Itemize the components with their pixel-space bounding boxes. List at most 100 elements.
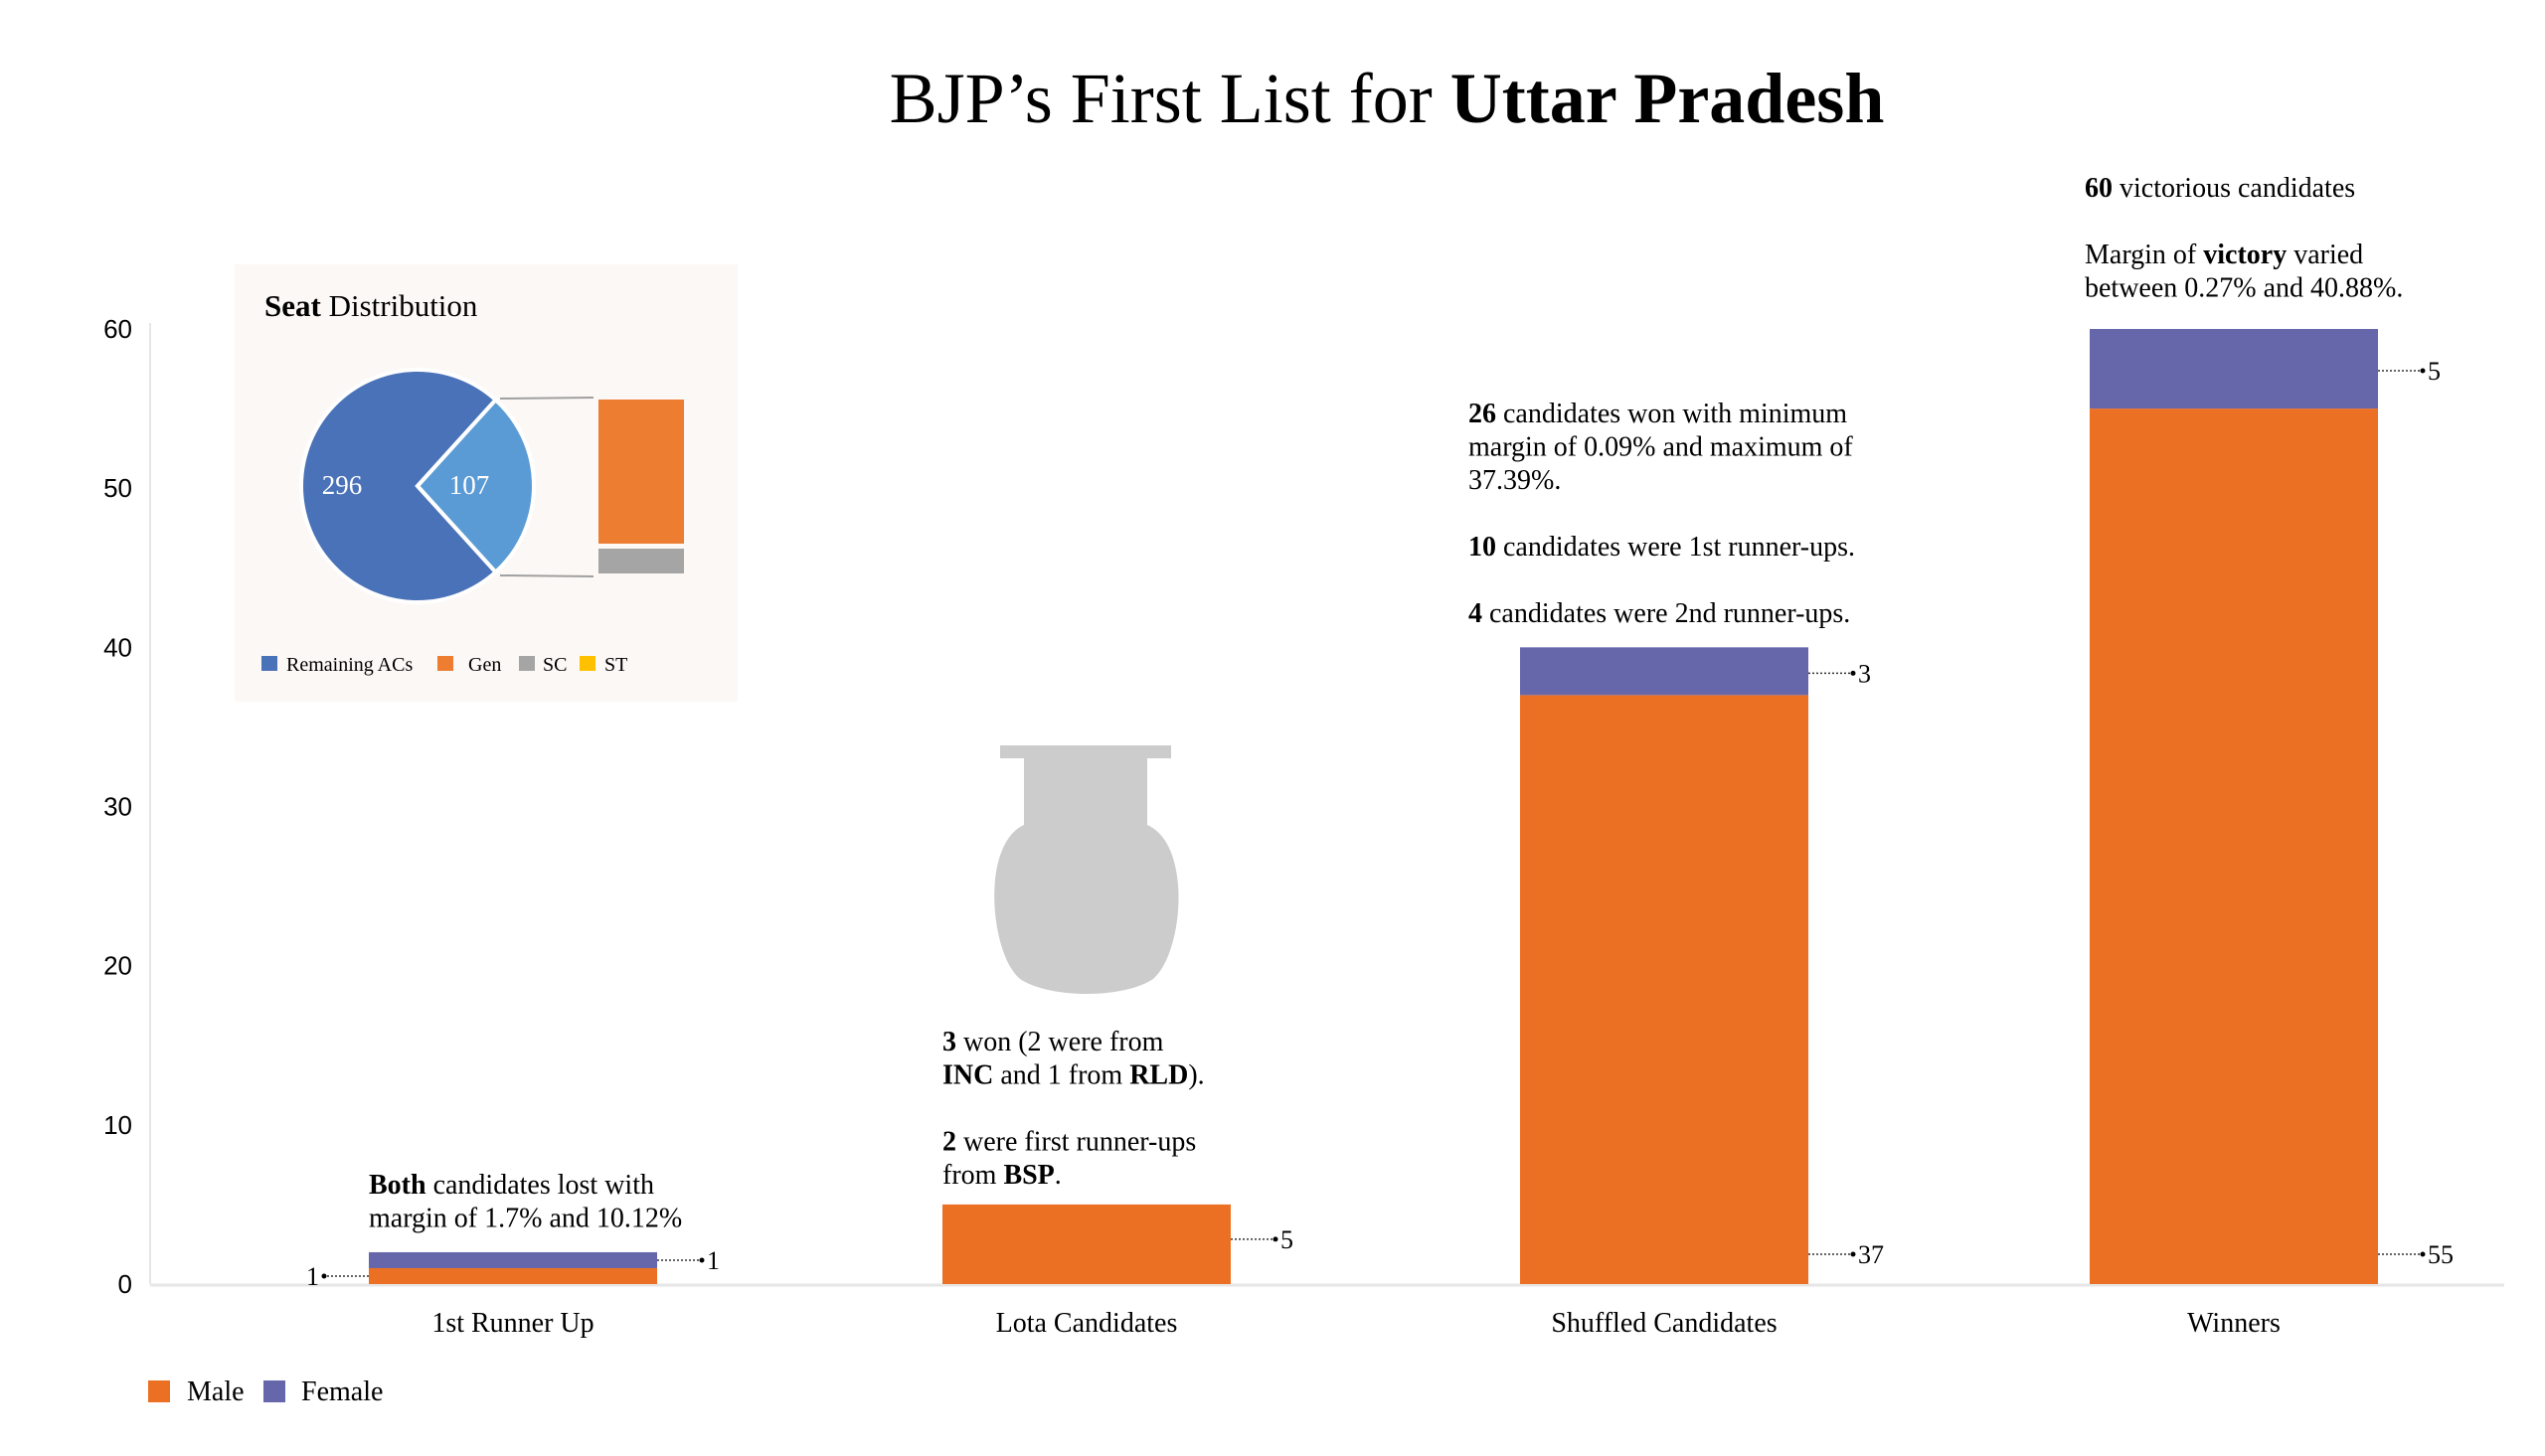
connector-top [499, 397, 594, 400]
bars [369, 329, 2378, 1284]
annotation-segment: and 1 from [993, 1060, 1129, 1091]
annotation-line: margin of 0.09% and maximum of [1468, 432, 1853, 463]
main-legend: Male Female [148, 1376, 383, 1407]
data-label: 3 [1808, 659, 1871, 688]
x-tick-label: 1st Runner Up [431, 1308, 594, 1339]
data-label: 37 [1808, 1240, 1884, 1269]
annotation-segment: won (2 were from [956, 1027, 1164, 1057]
data-label-text: 37 [1858, 1240, 1884, 1269]
annotation-line: 60 victorious candidates [2085, 173, 2355, 204]
data-label-text: 3 [1858, 659, 1871, 688]
annotation-line: 10 candidates were 1st runner-ups. [1468, 532, 1855, 563]
annotation-segment: Margin of [2085, 240, 2203, 270]
bar-male [369, 1267, 657, 1284]
annotation-segment: victory [2203, 240, 2287, 270]
annotation-segment: 3 [942, 1027, 956, 1057]
annotation-segment: 60 [2085, 173, 2113, 204]
annotation-segment: from [942, 1160, 1003, 1191]
annotation-line: between 0.27% and 40.88%. [2085, 273, 2403, 304]
bar-female [2090, 329, 2378, 409]
x-tick-labels: 1st Runner Up Lota Candidates Shuffled Can… [431, 1308, 2281, 1339]
lota-pot-icon [994, 745, 1179, 994]
data-label: 55 [2378, 1240, 2454, 1269]
bar-female [1520, 647, 1808, 696]
leader-dot [1272, 1236, 1278, 1242]
annotation-segment: INC [942, 1060, 993, 1091]
legend-swatch-female [263, 1380, 285, 1402]
bar-of-pie-gen [598, 400, 684, 544]
bar-female [369, 1251, 657, 1268]
annotation-line: 3 won (2 were from [942, 1027, 1164, 1057]
pie-slice-label: 107 [449, 470, 490, 500]
data-label-text: 5 [1280, 1225, 1293, 1254]
annotation-line: Both candidates lost with [369, 1170, 654, 1201]
bar-of-pie-sc [598, 549, 684, 573]
inset-legend-label: ST [604, 654, 627, 676]
annotation-segment: candidates were 1st runner-ups. [1496, 532, 1855, 563]
annotation-segment: ). [1188, 1060, 1204, 1091]
data-label-text: 55 [2428, 1240, 2454, 1269]
annotation-segment: Both [369, 1170, 426, 1201]
y-tick-label: 20 [103, 951, 132, 981]
y-tick-label: 40 [103, 632, 132, 662]
leader-dot [1850, 1251, 1856, 1257]
chart-title: BJP’s First List for Uttar Pradesh [890, 59, 1885, 138]
annotation-segment: 4 [1468, 598, 1482, 629]
y-tick-labels: 0 10 20 30 40 50 60 [103, 314, 132, 1299]
data-label-text: 1 [306, 1262, 319, 1291]
inset-legend: Remaining ACs Gen SC ST [261, 654, 627, 676]
pie-slice-label: 296 [322, 470, 363, 500]
leader-dot [321, 1273, 327, 1279]
annotation-line: margin of 1.7% and 10.12% [369, 1204, 682, 1234]
inset-title: Seat Distribution [264, 288, 478, 323]
inset-legend-label: SC [543, 654, 567, 676]
legend-label-female: Female [301, 1376, 383, 1407]
data-label-text: 1 [707, 1246, 720, 1275]
pie-slice [299, 368, 499, 604]
annotation-segment: candidates lost with [426, 1170, 654, 1201]
annotation-segment: 10 [1468, 532, 1496, 563]
annotation-segment: between 0.27% and 40.88%. [2085, 273, 2403, 304]
annotation-segment: RLD [1129, 1060, 1188, 1091]
data-label: 1 [657, 1246, 720, 1275]
bar-male [2090, 408, 2378, 1284]
leader-dot [2420, 368, 2426, 374]
leader-dot [699, 1257, 705, 1263]
leader-dot [1850, 670, 1856, 676]
x-tick-label: Shuffled Candidates [1551, 1308, 1777, 1339]
leader-dot [2420, 1251, 2426, 1257]
annotation-segment: candidates won with minimum [1496, 399, 1847, 429]
legend-label-male: Male [187, 1376, 245, 1407]
inset-legend-swatch [519, 656, 535, 671]
annotation-segment: 26 [1468, 399, 1496, 429]
pie-slice [415, 397, 536, 575]
data-label: 5 [1231, 1225, 1293, 1254]
annotation-line: INC and 1 from RLD). [942, 1060, 1205, 1091]
data-label-text: 5 [2428, 357, 2441, 386]
annotation: 60 victorious candidates Margin of victor… [2085, 173, 2403, 304]
annotation-line: 37.39%. [1468, 465, 1561, 496]
inset-legend-swatch [261, 656, 277, 671]
data-label: 5 [2378, 357, 2441, 386]
connector-bottom [499, 574, 594, 577]
bar-male [942, 1204, 1231, 1284]
annotation-segment: margin of 0.09% and maximum of [1468, 432, 1853, 463]
annotation-segment: varied [2287, 240, 2363, 270]
bar-male [1520, 695, 1808, 1284]
y-tick-label: 30 [103, 792, 132, 822]
axes [149, 323, 2504, 1287]
annotation-segment: BSP [1003, 1160, 1054, 1191]
annotation-segment: victorious candidates [2113, 173, 2355, 204]
y-tick-label: 0 [118, 1269, 132, 1299]
seat-distribution-inset: Seat Distribution 296 107 Remaining ACs Ge… [235, 264, 738, 702]
inset-legend-label: Remaining ACs [286, 654, 413, 676]
inset-legend-label: Gen [468, 654, 501, 676]
inset-legend-swatch [437, 656, 453, 671]
annotation-segment: 2 [942, 1127, 956, 1158]
annotation-line: from BSP. [942, 1160, 1062, 1191]
legend-swatch-male [148, 1380, 170, 1402]
